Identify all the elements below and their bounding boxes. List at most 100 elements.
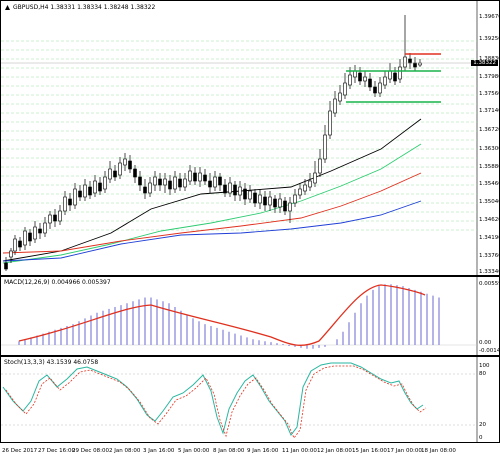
bearish-candle — [168, 180, 172, 190]
bullish-candle — [308, 180, 312, 188]
bullish-candle — [148, 182, 152, 194]
price-tick-label: 1.33760 — [479, 253, 500, 259]
macd-pane[interactable]: MACD(12,26,9) 0.004966 0.005397 0.005593… — [0, 276, 500, 356]
time-tick-label: 15 Jan 16:00 — [352, 448, 387, 454]
bearish-candle — [68, 198, 72, 206]
time-tick-label: 11 Jan 00:00 — [282, 448, 317, 454]
price-tick-label: 1.39670 — [479, 14, 500, 20]
bearish-candle — [208, 180, 212, 188]
bearish-candle — [253, 192, 257, 204]
bullish-candle — [278, 198, 282, 208]
bearish-candle — [53, 214, 57, 222]
ma-line-green — [2, 143, 422, 264]
ma-line-blue — [2, 200, 422, 262]
symbol-ohlc-label: GBPUSD,H4 1.38331 1.38334 1.38248 1.3832… — [13, 4, 156, 11]
bullish-candle — [48, 214, 52, 224]
current-price-tag: 1.38322 — [471, 60, 498, 66]
bullish-candle — [248, 190, 252, 200]
bullish-candle — [343, 82, 347, 96]
macd-tick-label: 0.005593 — [479, 281, 499, 287]
time-tick-label: 2 Jan 08:00 — [109, 448, 141, 454]
bullish-candle — [238, 186, 242, 196]
bullish-candle — [403, 56, 407, 68]
bullish-candle — [268, 196, 272, 206]
bullish-candle — [383, 76, 387, 86]
stoch-tick-label: 0 — [479, 435, 483, 441]
time-tick-label: 27 Dec 16:00 — [38, 448, 75, 454]
bullish-candle — [318, 158, 322, 174]
bearish-candle — [283, 200, 287, 212]
time-tick-label: 8 Jan 08:00 — [213, 448, 245, 454]
bullish-candle — [118, 162, 122, 176]
macd-signal-line — [18, 284, 426, 347]
bearish-candle — [113, 170, 117, 178]
bullish-candle — [303, 184, 307, 192]
bullish-candle — [13, 238, 17, 252]
bullish-candle — [183, 178, 187, 188]
bullish-candle — [93, 180, 97, 194]
price-tick-label: 1.35880 — [479, 164, 500, 170]
macd-canvas[interactable] — [1, 277, 500, 356]
bearish-candle — [373, 86, 377, 94]
bullish-candle — [418, 62, 422, 66]
bearish-candle — [413, 62, 417, 68]
stochastic-label: Stoch(13,3,3) 43.1539 46.0758 — [4, 359, 99, 366]
bearish-candle — [218, 176, 222, 186]
price-tick-label: 1.39250 — [479, 36, 500, 42]
bearish-candle — [28, 232, 32, 242]
price-chart-pane[interactable]: GBPUSD,H4 1.38331 1.38334 1.38248 1.3832… — [0, 0, 500, 276]
bearish-candle — [98, 182, 102, 192]
bullish-candle — [378, 82, 382, 94]
bearish-candle — [78, 190, 82, 198]
price-tick-label: 1.36300 — [479, 146, 500, 152]
bullish-candle — [298, 188, 302, 196]
bullish-candle — [213, 176, 217, 188]
bullish-candle — [123, 158, 127, 166]
stoch-tick-label: 80 — [479, 371, 486, 377]
bullish-candle — [353, 70, 357, 78]
price-tick-label: 1.35040 — [479, 199, 500, 205]
bullish-candle — [228, 182, 232, 194]
time-tick-label: 12 Jan 08:00 — [317, 448, 352, 454]
bearish-candle — [158, 178, 162, 186]
stoch-tick-label: 20 — [479, 422, 486, 428]
stochastic-main-line — [2, 362, 424, 436]
bullish-candle — [313, 172, 317, 184]
bullish-candle — [188, 170, 192, 182]
time-tick-label: 26 Dec 2017 — [2, 448, 38, 454]
bullish-candle — [108, 168, 112, 180]
bullish-candle — [153, 176, 157, 186]
bullish-candle — [58, 210, 62, 222]
bearish-candle — [233, 184, 237, 196]
bullish-candle — [23, 230, 27, 246]
stochastic-pane[interactable]: Stoch(13,3,3) 43.1539 46.0758 100 80 20 0 — [0, 356, 500, 443]
bullish-candle — [63, 196, 67, 212]
bearish-candle — [128, 160, 132, 170]
bearish-candle — [88, 186, 92, 196]
price-tick-label: 1.38830 — [479, 56, 500, 62]
bearish-candle — [193, 172, 197, 182]
bullish-candle — [258, 194, 262, 204]
price-chart-canvas[interactable] — [1, 1, 500, 276]
bullish-candle — [43, 222, 47, 234]
bearish-candle — [393, 72, 397, 82]
price-tick-label: 1.37140 — [479, 108, 500, 114]
time-axis: 26 Dec 2017 27 Dec 16:00 29 Dec 08:00 2 Jan… — [0, 443, 500, 454]
bearish-candle — [38, 228, 42, 234]
bullish-candle — [163, 178, 167, 186]
bearish-candle — [408, 58, 412, 64]
bullish-candle — [198, 172, 202, 182]
stochastic-canvas[interactable] — [1, 357, 500, 443]
bearish-candle — [273, 198, 277, 208]
bullish-candle — [328, 110, 332, 136]
bullish-candle — [9, 250, 13, 258]
bullish-candle — [338, 92, 342, 102]
bullish-candle — [333, 98, 337, 114]
macd-tick-label: 0.00 — [479, 340, 492, 346]
macd-label: MACD(12,26,9) 0.004966 0.005397 — [4, 279, 111, 286]
bullish-candle — [33, 226, 37, 240]
bullish-candle — [73, 188, 77, 206]
ma-line-red — [2, 172, 422, 254]
price-tick-label: 1.36720 — [479, 127, 500, 133]
price-tick-label: 1.35460 — [479, 181, 500, 187]
